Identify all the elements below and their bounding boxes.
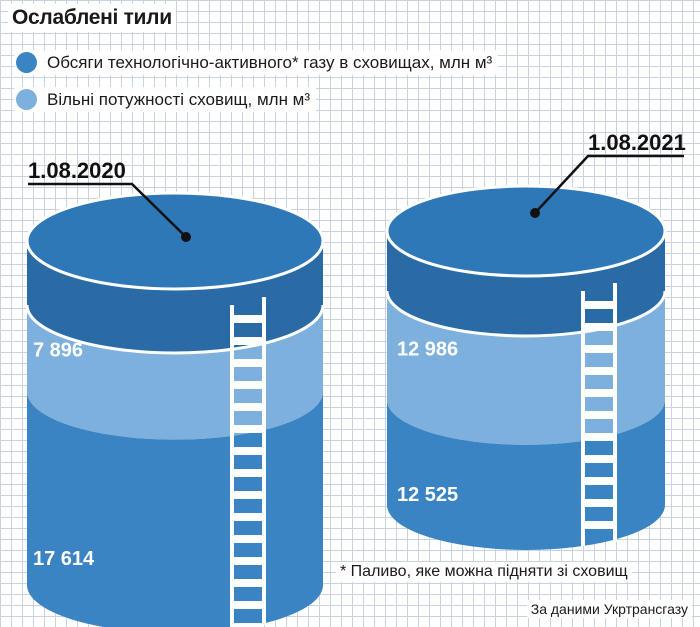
ladder-rung [583,411,615,419]
legend-item-free-capacity: Вільні потужності сховищ, млн м³ [14,87,317,112]
ladder-rung [232,403,264,411]
tank-top [385,184,667,278]
ladder-rung [583,301,615,309]
ladder-rung [232,623,264,627]
ladder-rung [232,381,264,389]
tank-head [387,231,665,336]
ladder-rung [583,389,615,397]
category-label: 1.08.2020 [28,158,126,183]
data-label-free-capacity: 7 896 [33,339,83,361]
ladder-rung [232,491,264,499]
data-label-free-capacity: 12 986 [397,338,458,360]
footnote: * Паливо, яке можна підняти зі сховищ [336,562,632,582]
tank-head [27,241,323,353]
ladder-rung [583,455,615,463]
ladder-rung [583,477,615,485]
ladder-rung [232,425,264,433]
legend-label-free-capacity: Вільні потужності сховищ, млн м³ [47,89,311,109]
bar-active-gas [387,399,665,550]
tank-top [25,191,325,291]
tank-rim-line [25,304,325,355]
date-pointer-dot [530,208,540,218]
legend-label-active-gas: Обсяги технологічно-активного* газу в сх… [47,52,493,72]
ladder-rung [583,323,615,331]
ladder-rung [232,447,264,455]
source-note: За даними Укртрансгазу [526,600,692,618]
bar-free-capacity [387,291,665,445]
ladder-rung [232,579,264,587]
ladder-rung [583,345,615,353]
ladder-rung [232,359,264,367]
chart-title: Ослаблені тили [8,4,176,32]
category-label: 1.08.2021 [588,130,686,155]
date-pointer-dot [181,232,191,242]
legend-item-active-gas: Обсяги технологічно-активного* газу в сх… [14,50,499,75]
legend-swatch-active-gas [16,52,37,73]
ladder-rung [232,315,264,323]
ladder-rung [232,557,264,565]
data-label-active-gas: 12 525 [397,484,458,506]
tank-rim-line [385,290,667,338]
ladder-rung [232,513,264,521]
ladder-rung [232,469,264,477]
data-label-active-gas: 17 614 [33,548,95,570]
ladder-rung [232,337,264,345]
date-pointer-line [534,154,684,214]
ladder-rung [583,433,615,441]
ladder-rung [583,499,615,507]
ladder-rung [232,601,264,609]
legend-swatch-free-capacity [16,89,37,110]
ladder-rung [583,521,615,529]
date-pointer-line [28,182,187,238]
ladder-rung [583,367,615,375]
ladder-rung [232,535,264,543]
